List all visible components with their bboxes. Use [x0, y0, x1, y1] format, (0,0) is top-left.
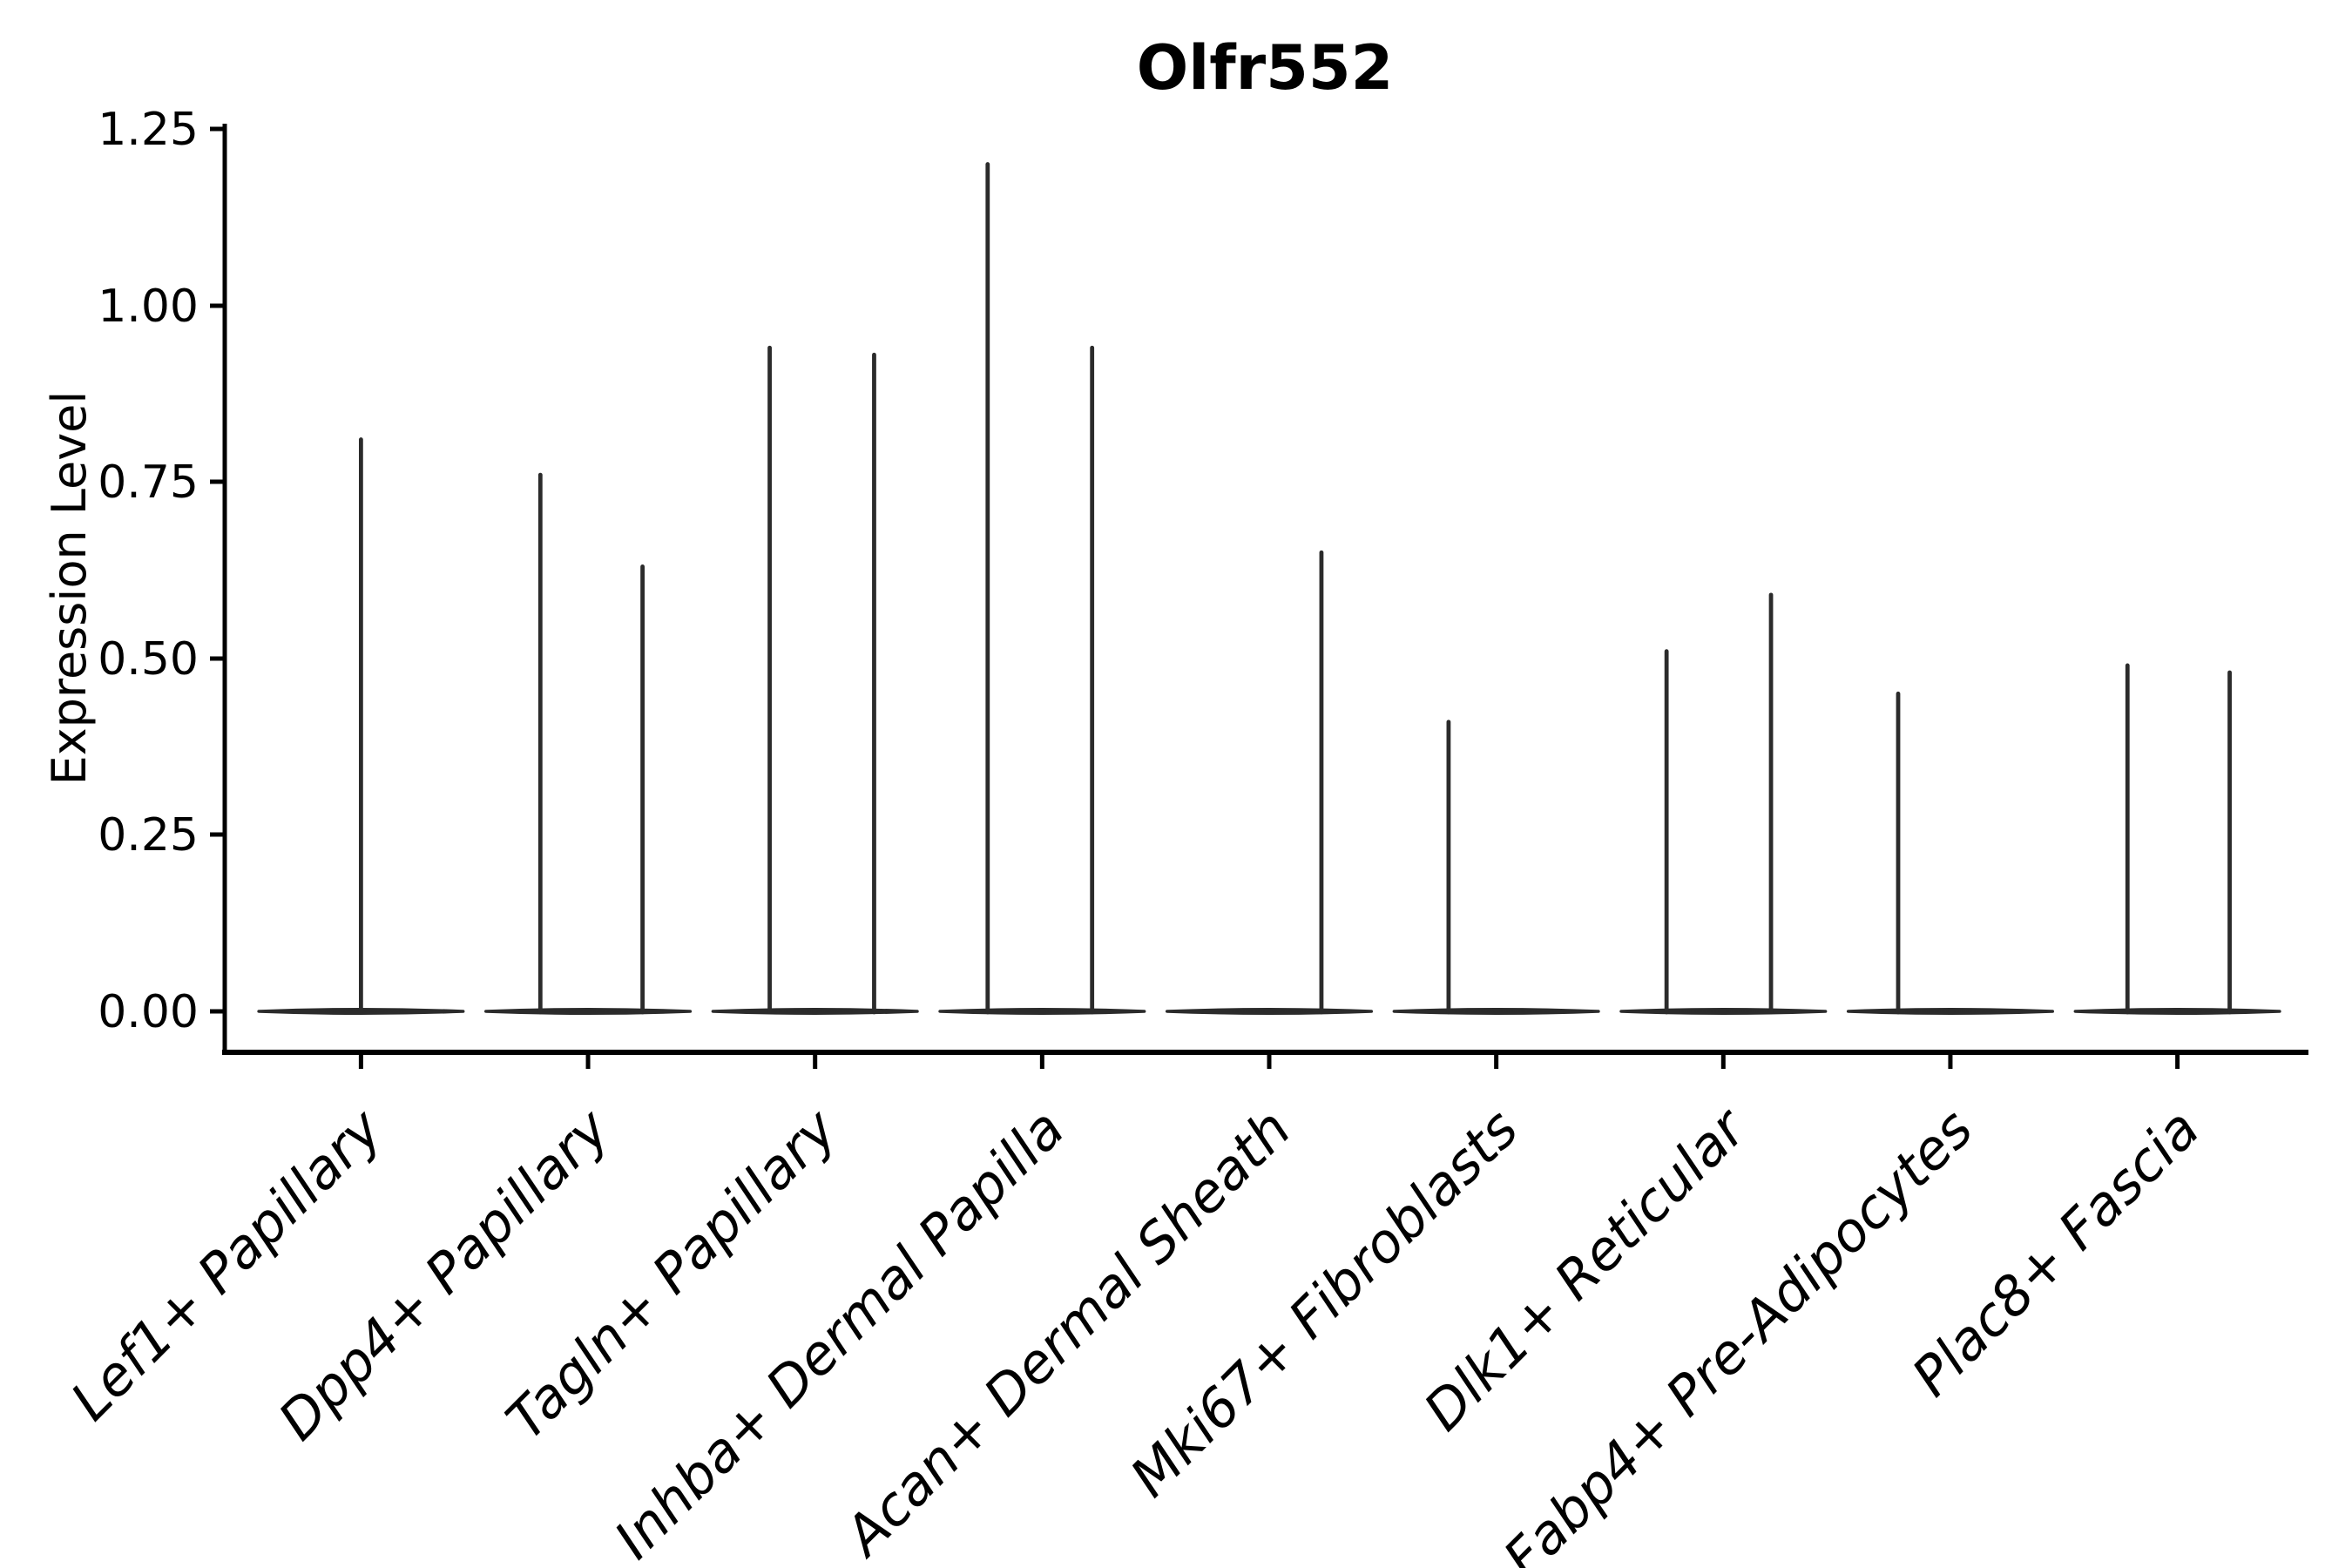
violin-baseline: [938, 1008, 1146, 1015]
y-tick-label: 1.25: [98, 104, 199, 156]
violin-baseline: [1392, 1008, 1600, 1015]
x-tick-label: Inhba+ Dermal Papilla: [602, 1097, 1076, 1568]
y-axis: 0.00 0.25 0.50 0.75 1.00 1.25: [98, 104, 225, 1038]
y-tick-label: 0.00: [98, 986, 199, 1038]
violin-baseline: [1846, 1008, 2054, 1015]
violin-baseline: [1619, 1008, 1828, 1015]
chart-title: Olfr552: [1137, 32, 1394, 104]
y-tick-label: 0.25: [98, 809, 199, 862]
x-tick-label: Acan+ Dermal Sheath: [830, 1097, 1303, 1568]
x-axis-labels: Lef1+ Papillary Dpp4+ Papillary Tagln+ P…: [58, 1095, 2212, 1568]
violins: [257, 162, 2281, 1069]
violin-baseline: [1165, 1008, 1374, 1015]
y-axis-label: Expression Level: [42, 391, 97, 786]
violin-baseline: [711, 1008, 919, 1015]
axis-spines: [222, 124, 2308, 1055]
y-tick-label: 1.00: [98, 280, 199, 333]
y-tick-label: 0.50: [98, 633, 199, 686]
y-tick-label: 0.75: [98, 456, 199, 509]
violin-baseline: [2073, 1008, 2281, 1015]
violin-baseline: [484, 1008, 693, 1015]
x-tick-label: Mki67+ Fibroblasts: [1118, 1097, 1530, 1509]
